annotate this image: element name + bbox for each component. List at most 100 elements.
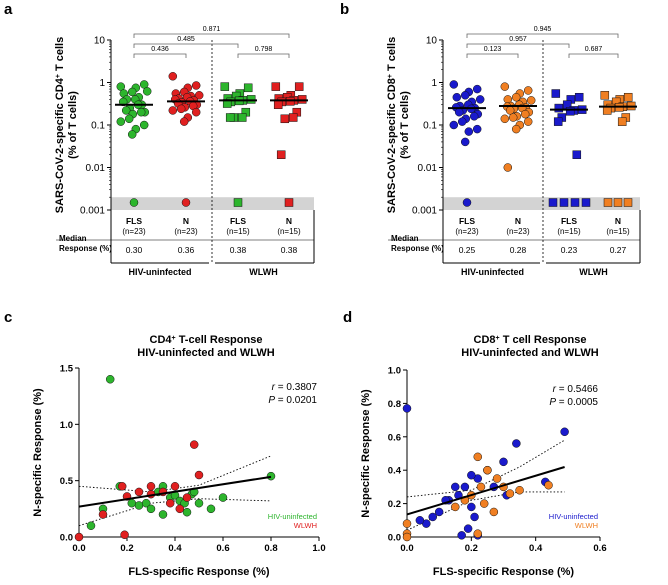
data-point-col0 — [124, 114, 134, 124]
data-point-col0 — [460, 91, 470, 100]
data-point-series0 — [463, 524, 473, 533]
y-tick-label: 0.5 — [60, 476, 74, 487]
data-point-col0 — [472, 84, 482, 94]
p-value-label: 0.123 — [484, 46, 502, 53]
ci-upper-curve — [78, 455, 272, 493]
group-label: HIV-uninfected — [128, 267, 191, 277]
data-point-series0 — [457, 531, 466, 540]
median-value: 0.28 — [510, 245, 527, 255]
panel-label-b: b — [340, 1, 349, 18]
data-point-col3 — [271, 82, 281, 91]
y-tick-label: 0.8 — [388, 399, 401, 410]
data-point-series0 — [470, 512, 479, 522]
data-point-col1 — [168, 72, 178, 81]
x-tick-label: 0.0 — [72, 543, 85, 554]
data-point-col3 — [617, 117, 627, 126]
data-point-series1 — [194, 470, 204, 480]
y-axis-label: N-specific Response (%) — [360, 389, 372, 518]
data-point-series0 — [467, 502, 476, 512]
data-point-col2 — [554, 103, 564, 113]
data-point-series0 — [415, 516, 425, 525]
data-point-col2 — [553, 117, 563, 126]
p-value-label: 0.485 — [177, 36, 195, 43]
data-point-series1 — [505, 489, 515, 498]
comparison-bracket — [237, 53, 290, 58]
column-label: N — [183, 216, 189, 226]
data-point-col1 — [191, 107, 201, 117]
data-point-col0 — [127, 130, 137, 139]
panel-label-d: d — [343, 309, 352, 326]
data-point-col0 — [136, 107, 146, 117]
chart-title: CD8+ T cell Response — [474, 334, 587, 346]
response-row-label: Response (%) — [391, 244, 444, 253]
comparison-bracket — [466, 33, 619, 38]
data-point-series1 — [120, 530, 129, 539]
data-point-col1 — [511, 124, 521, 134]
stat-r-label: r — [553, 384, 557, 395]
median-value: 0.38 — [230, 245, 247, 255]
comparison-bracket — [133, 43, 239, 48]
median-row-label: Median — [391, 234, 419, 243]
stat-p: P = 0.0201 — [268, 395, 317, 406]
column-label: N — [615, 216, 621, 226]
data-point-col1 — [168, 106, 178, 115]
data-point-col3 — [623, 198, 633, 207]
data-point-col3 — [284, 198, 294, 207]
data-point-col1 — [508, 113, 518, 122]
data-point-col3 — [623, 92, 633, 102]
legend-entry: HIV-uninfected — [549, 512, 598, 521]
p-value-label: 0.436 — [151, 46, 169, 53]
data-point-series1 — [402, 532, 412, 542]
x-tick-label: 0.2 — [465, 543, 478, 554]
data-point-col3 — [294, 82, 304, 91]
stat-p-label: P — [268, 395, 275, 406]
data-point-col1 — [179, 117, 189, 126]
y-tick-label: 0.0 — [388, 533, 401, 544]
group-label: WLWH — [579, 267, 608, 277]
column-n: (n=15) — [226, 227, 250, 236]
data-point-series1 — [483, 465, 492, 475]
data-point-col3 — [603, 198, 613, 207]
group-label: WLWH — [249, 267, 278, 277]
y-axis-label-sup: + — [387, 74, 394, 78]
response-row-label: Response (%) — [59, 244, 112, 253]
data-point-series0 — [499, 457, 508, 467]
data-point-series0 — [218, 493, 228, 502]
y-axis-label: SARS-CoV-2-specific CD8+ T cells (% of T … — [386, 37, 411, 213]
data-point-col0 — [121, 106, 131, 115]
panel-label-c: c — [4, 309, 12, 326]
data-point-series0 — [134, 501, 144, 510]
stat-p-value: = 0.0005 — [556, 397, 598, 408]
data-point-series1 — [189, 440, 199, 449]
y-tick-label: 1.0 — [388, 366, 401, 377]
data-point-col2 — [243, 83, 253, 93]
y-tick-label: 0.01 — [418, 163, 438, 174]
data-point-col0 — [452, 92, 462, 102]
data-point-col0 — [139, 120, 149, 130]
x-axis-label: FLS-specific Response (%) — [433, 566, 575, 578]
y-tick-label: 0.2 — [388, 499, 401, 510]
y-axis-label-line2: (% of T cells) — [67, 91, 79, 159]
y-tick-label: 0.001 — [412, 206, 437, 217]
y-tick-label: 0.1 — [423, 121, 437, 132]
comparison-bracket — [466, 43, 570, 48]
median-value: 0.27 — [610, 245, 627, 255]
y-tick-label: 1.5 — [60, 364, 74, 375]
data-point-col1 — [500, 114, 510, 124]
data-point-col0 — [472, 124, 482, 134]
y-tick-label: 10 — [426, 36, 438, 47]
column-n: (n=23) — [122, 227, 146, 236]
data-point-col0 — [462, 198, 472, 207]
data-point-series0 — [127, 498, 137, 508]
stat-p-value: = 0.0201 — [275, 395, 317, 406]
data-point-col1 — [176, 104, 186, 114]
data-point-col3 — [276, 150, 286, 159]
data-point-series1 — [182, 493, 192, 502]
median-value: 0.36 — [178, 245, 195, 255]
data-point-col1 — [191, 81, 201, 90]
y-tick-label: 1 — [431, 78, 437, 89]
data-point-series0 — [158, 510, 168, 519]
ci-lower-curve — [406, 491, 565, 531]
